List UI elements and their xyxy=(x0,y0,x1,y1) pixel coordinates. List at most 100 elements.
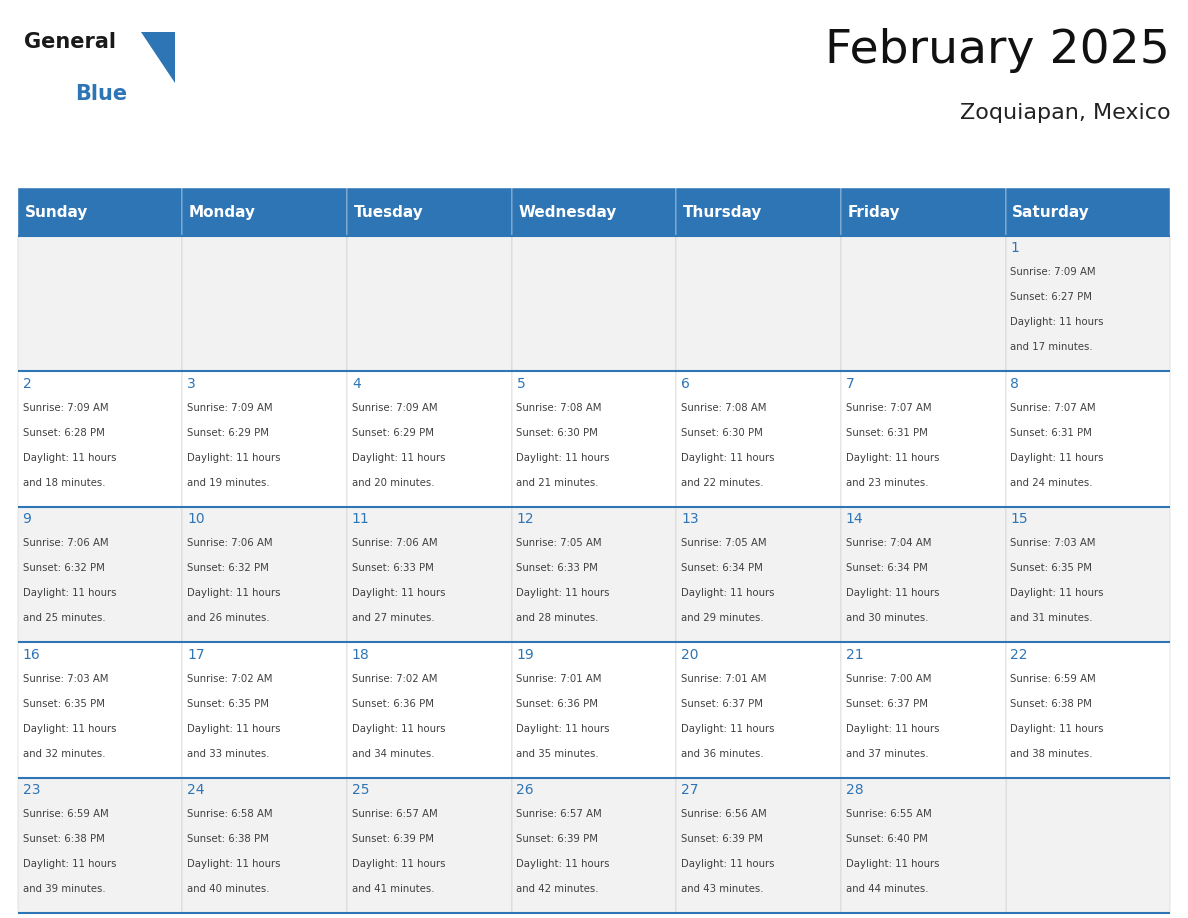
Text: Sunset: 6:30 PM: Sunset: 6:30 PM xyxy=(681,428,763,438)
Text: 26: 26 xyxy=(517,783,535,798)
Text: Daylight: 11 hours: Daylight: 11 hours xyxy=(1010,453,1104,463)
Text: Daylight: 11 hours: Daylight: 11 hours xyxy=(681,859,775,869)
Text: 6: 6 xyxy=(681,377,690,391)
Text: Sunrise: 6:58 AM: Sunrise: 6:58 AM xyxy=(188,809,273,819)
Text: and 30 minutes.: and 30 minutes. xyxy=(846,613,928,623)
Text: Tuesday: Tuesday xyxy=(354,205,423,219)
Text: Sunrise: 6:57 AM: Sunrise: 6:57 AM xyxy=(352,809,437,819)
Text: Daylight: 11 hours: Daylight: 11 hours xyxy=(23,453,116,463)
Text: Sunrise: 7:02 AM: Sunrise: 7:02 AM xyxy=(352,674,437,684)
Text: and 22 minutes.: and 22 minutes. xyxy=(681,478,764,487)
Text: Sunrise: 7:06 AM: Sunrise: 7:06 AM xyxy=(352,538,437,548)
Text: and 41 minutes.: and 41 minutes. xyxy=(352,884,435,894)
Text: Sunset: 6:40 PM: Sunset: 6:40 PM xyxy=(846,834,928,845)
Bar xyxy=(841,236,1005,372)
Text: Sunset: 6:38 PM: Sunset: 6:38 PM xyxy=(23,834,105,845)
Text: and 27 minutes.: and 27 minutes. xyxy=(352,613,435,623)
Text: Sunrise: 7:03 AM: Sunrise: 7:03 AM xyxy=(23,674,108,684)
Text: and 40 minutes.: and 40 minutes. xyxy=(188,884,270,894)
Text: Daylight: 11 hours: Daylight: 11 hours xyxy=(846,453,940,463)
Text: 14: 14 xyxy=(846,512,864,526)
Text: Sunrise: 7:03 AM: Sunrise: 7:03 AM xyxy=(1010,538,1095,548)
Text: Sunset: 6:34 PM: Sunset: 6:34 PM xyxy=(681,564,763,573)
Text: 25: 25 xyxy=(352,783,369,798)
Bar xyxy=(512,778,676,913)
Text: Sunset: 6:32 PM: Sunset: 6:32 PM xyxy=(23,564,105,573)
Text: Sunset: 6:39 PM: Sunset: 6:39 PM xyxy=(352,834,434,845)
Text: Daylight: 11 hours: Daylight: 11 hours xyxy=(352,859,446,869)
Bar xyxy=(347,643,512,778)
Text: 12: 12 xyxy=(517,512,535,526)
Text: Sunrise: 7:09 AM: Sunrise: 7:09 AM xyxy=(188,403,273,412)
Text: Sunset: 6:35 PM: Sunset: 6:35 PM xyxy=(188,699,270,709)
Text: and 24 minutes.: and 24 minutes. xyxy=(1010,478,1093,487)
Text: Daylight: 11 hours: Daylight: 11 hours xyxy=(517,723,609,733)
Bar xyxy=(183,643,347,778)
Text: Thursday: Thursday xyxy=(683,205,763,219)
Text: Sunset: 6:28 PM: Sunset: 6:28 PM xyxy=(23,428,105,438)
Text: Daylight: 11 hours: Daylight: 11 hours xyxy=(1010,318,1104,328)
Bar xyxy=(183,188,347,236)
Text: and 19 minutes.: and 19 minutes. xyxy=(188,478,270,487)
Text: Daylight: 11 hours: Daylight: 11 hours xyxy=(846,859,940,869)
Text: Daylight: 11 hours: Daylight: 11 hours xyxy=(681,723,775,733)
Text: Daylight: 11 hours: Daylight: 11 hours xyxy=(1010,723,1104,733)
Bar xyxy=(1005,643,1170,778)
Text: and 26 minutes.: and 26 minutes. xyxy=(188,613,270,623)
Text: Sunset: 6:36 PM: Sunset: 6:36 PM xyxy=(352,699,434,709)
Text: 1: 1 xyxy=(1010,241,1019,255)
Bar xyxy=(183,778,347,913)
Text: 8: 8 xyxy=(1010,377,1019,391)
Bar xyxy=(512,372,676,507)
Text: February 2025: February 2025 xyxy=(826,28,1170,73)
Bar xyxy=(512,643,676,778)
Text: and 28 minutes.: and 28 minutes. xyxy=(517,613,599,623)
Text: Sunrise: 7:09 AM: Sunrise: 7:09 AM xyxy=(1010,267,1097,277)
Text: 27: 27 xyxy=(681,783,699,798)
Bar xyxy=(841,778,1005,913)
Bar xyxy=(676,643,841,778)
Text: Sunset: 6:37 PM: Sunset: 6:37 PM xyxy=(846,699,928,709)
Text: Daylight: 11 hours: Daylight: 11 hours xyxy=(517,453,609,463)
Text: and 42 minutes.: and 42 minutes. xyxy=(517,884,599,894)
Text: Blue: Blue xyxy=(75,84,127,105)
Bar xyxy=(1005,372,1170,507)
Text: and 35 minutes.: and 35 minutes. xyxy=(517,749,599,759)
Bar xyxy=(1005,507,1170,643)
Text: and 29 minutes.: and 29 minutes. xyxy=(681,613,764,623)
Text: 20: 20 xyxy=(681,648,699,662)
Text: and 25 minutes.: and 25 minutes. xyxy=(23,613,106,623)
Text: and 38 minutes.: and 38 minutes. xyxy=(1010,749,1093,759)
Text: Daylight: 11 hours: Daylight: 11 hours xyxy=(188,859,280,869)
Text: Monday: Monday xyxy=(189,205,257,219)
Bar xyxy=(676,778,841,913)
Text: 4: 4 xyxy=(352,377,361,391)
Text: Sunrise: 7:06 AM: Sunrise: 7:06 AM xyxy=(23,538,108,548)
Bar xyxy=(676,372,841,507)
Text: Sunrise: 6:55 AM: Sunrise: 6:55 AM xyxy=(846,809,931,819)
Text: 17: 17 xyxy=(188,648,204,662)
Text: 10: 10 xyxy=(188,512,204,526)
Text: Sunset: 6:38 PM: Sunset: 6:38 PM xyxy=(1010,699,1092,709)
Text: Sunset: 6:32 PM: Sunset: 6:32 PM xyxy=(188,564,268,573)
Text: Sunday: Sunday xyxy=(25,205,88,219)
Text: Sunset: 6:29 PM: Sunset: 6:29 PM xyxy=(188,428,270,438)
Text: Sunrise: 7:08 AM: Sunrise: 7:08 AM xyxy=(681,403,766,412)
Text: Daylight: 11 hours: Daylight: 11 hours xyxy=(681,453,775,463)
Text: 5: 5 xyxy=(517,377,525,391)
Text: and 39 minutes.: and 39 minutes. xyxy=(23,884,106,894)
Text: 11: 11 xyxy=(352,512,369,526)
Bar xyxy=(841,507,1005,643)
Text: Sunrise: 7:09 AM: Sunrise: 7:09 AM xyxy=(352,403,437,412)
Text: Sunset: 6:33 PM: Sunset: 6:33 PM xyxy=(352,564,434,573)
Text: and 18 minutes.: and 18 minutes. xyxy=(23,478,105,487)
Text: and 20 minutes.: and 20 minutes. xyxy=(352,478,435,487)
Bar xyxy=(347,372,512,507)
Text: Sunrise: 7:07 AM: Sunrise: 7:07 AM xyxy=(846,403,931,412)
Text: Sunrise: 7:09 AM: Sunrise: 7:09 AM xyxy=(23,403,108,412)
Bar xyxy=(676,188,841,236)
Text: Daylight: 11 hours: Daylight: 11 hours xyxy=(352,723,446,733)
Text: Sunset: 6:31 PM: Sunset: 6:31 PM xyxy=(846,428,928,438)
Bar xyxy=(347,778,512,913)
Bar xyxy=(676,507,841,643)
